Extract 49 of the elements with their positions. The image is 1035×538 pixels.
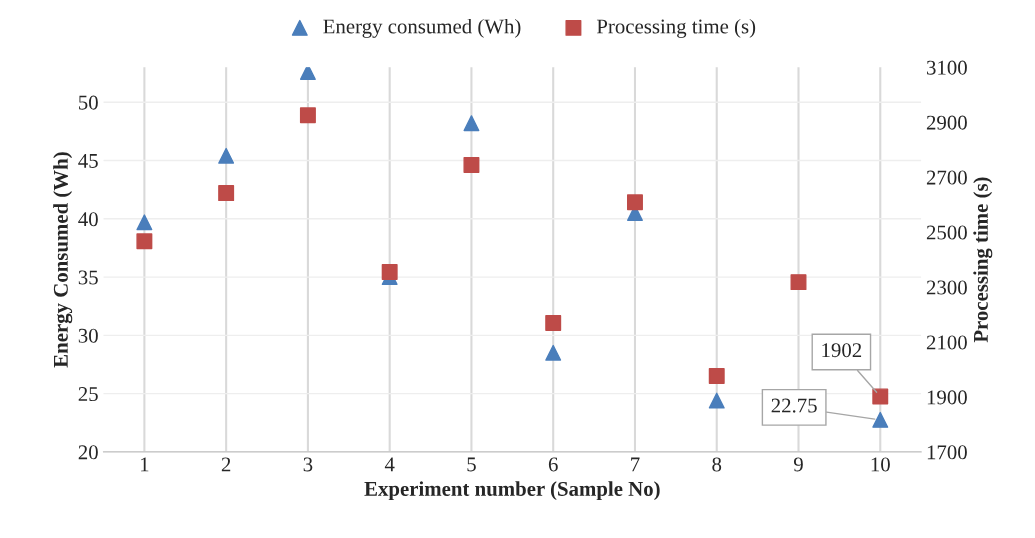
y-tick-label: 25: [78, 387, 98, 402]
point: [545, 315, 562, 332]
point: [136, 214, 153, 231]
y2-axis-title: Processing time (s): [973, 177, 993, 343]
point: [463, 115, 480, 132]
y-tick-label: 20: [78, 445, 98, 460]
point: [299, 107, 316, 124]
point: [790, 274, 807, 291]
point: [626, 194, 643, 211]
x-tick-label: 3: [303, 457, 313, 472]
point: [545, 344, 562, 361]
x-tick-label: 7: [631, 457, 640, 472]
point: [218, 147, 235, 164]
y2-tick-label: 1700: [927, 445, 967, 460]
point: [872, 411, 889, 428]
legend-label: Energy consumed (Wh): [323, 18, 521, 38]
point: [463, 157, 480, 174]
point: [136, 233, 153, 250]
legend-label: Processing time (s): [596, 18, 756, 38]
y2-tick-label: 2300: [926, 280, 967, 295]
y2-tick-label: 2100: [926, 335, 967, 350]
x-tick-label: 10: [871, 457, 890, 472]
point: [299, 67, 316, 80]
y-tick-label: 35: [78, 270, 98, 285]
x-axis-title: Experiment number (Sample No): [364, 481, 660, 501]
point: [872, 388, 889, 405]
data-label: 1902: [822, 343, 862, 358]
x-tick-label: 9: [793, 457, 803, 472]
x-tick-label: 4: [384, 457, 395, 472]
y-tick-label: 50: [79, 95, 98, 110]
y-tick-label: 30: [78, 328, 98, 343]
x-tick-label: 1: [141, 457, 149, 472]
y-axis-title: Energy Consumed (Wh): [53, 152, 73, 368]
y2-tick-label: 3100: [927, 60, 967, 75]
point: [218, 185, 235, 202]
y2-tick-label: 2900: [926, 115, 967, 130]
data-label: 22.75: [771, 398, 817, 413]
x-tick-label: 2: [221, 457, 231, 472]
y2-tick-label: 1900: [927, 390, 967, 405]
point: [381, 263, 398, 280]
x-tick-label: 6: [548, 457, 558, 472]
x-tick-label: 8: [712, 457, 722, 472]
y-tick-label: 40: [78, 212, 98, 227]
y2-tick-label: 2700: [926, 170, 967, 185]
point: [708, 392, 725, 409]
point: [708, 368, 725, 385]
y-tick-label: 45: [78, 154, 98, 168]
y2-tick-label: 2500: [926, 225, 967, 240]
x-tick-label: 5: [467, 457, 476, 472]
